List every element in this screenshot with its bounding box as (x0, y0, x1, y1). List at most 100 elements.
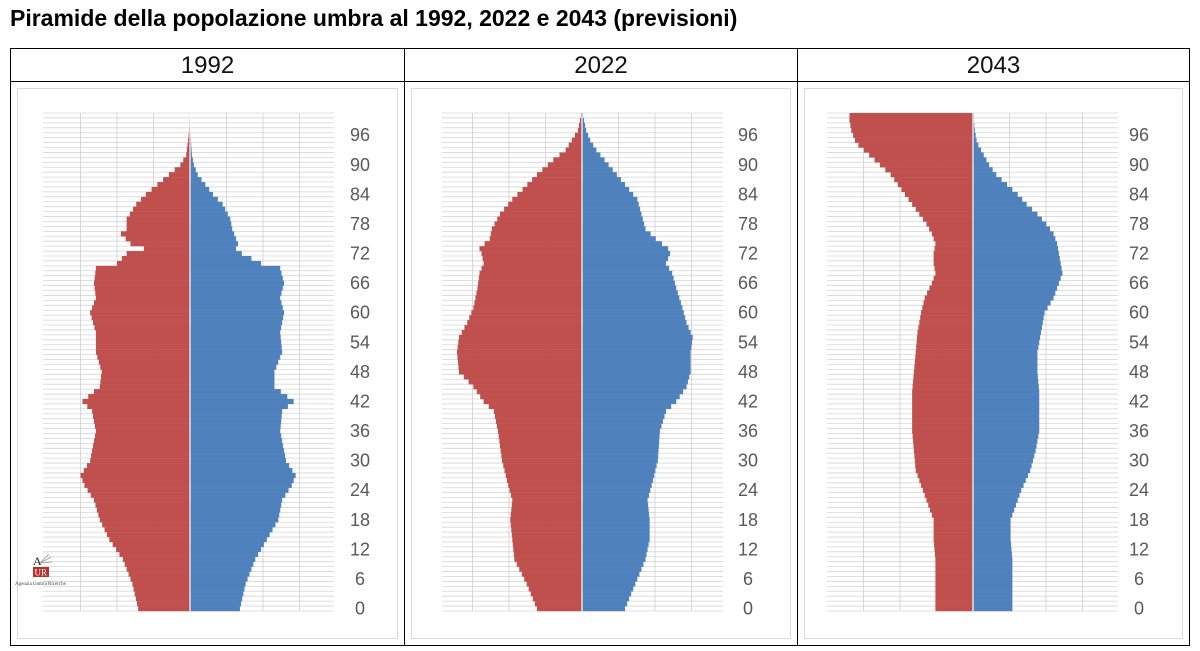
bar-male-age-63 (475, 295, 582, 301)
bar-male-age-99 (849, 117, 973, 124)
bar-female-age-7 (190, 571, 250, 577)
bar-male-age-93 (186, 147, 190, 153)
bar-female-age-64 (190, 290, 282, 296)
bar-female-age-31 (582, 453, 659, 459)
age-tick-label: 18 (1129, 510, 1149, 530)
age-tick-label: 90 (350, 155, 370, 175)
chart-frame-2043: 96 90 84 78 72 66 60 54 48 42 36 30 24 18 12 6 0 (804, 88, 1183, 639)
aur-logo-caption: Agenzia Umbra Ricerche (15, 582, 67, 587)
bar-male-age-35 (498, 433, 582, 439)
bar-male-age-82 (912, 201, 973, 207)
bar-male-age-33 (500, 443, 582, 449)
bar-female-age-30 (190, 458, 286, 464)
bar-male-age-20 (96, 507, 190, 513)
bar-male-age-23 (90, 492, 190, 498)
bar-male-age-22 (94, 497, 190, 503)
bar-male-age-32 (913, 448, 973, 454)
bar-female-age-25 (190, 482, 292, 488)
age-tick-label: 36 (738, 421, 758, 441)
bar-female-age-48 (973, 369, 1038, 375)
bar-female-age-56 (582, 329, 691, 336)
bar-female-age-24 (190, 487, 289, 493)
bar-male-age-29 (503, 463, 582, 469)
bar-male-age-74 (935, 241, 973, 247)
bar-male-age-3 (935, 591, 973, 597)
bar-female-age-8 (582, 566, 642, 572)
bar-male-age-68 (479, 270, 582, 276)
bar-female-age-55 (190, 334, 281, 341)
bar-female-age-40 (582, 408, 667, 414)
bar-female-age-36 (582, 428, 660, 434)
bar-female-age-83 (973, 196, 1023, 202)
bar-male-age-49 (914, 364, 973, 370)
bar-male-age-30 (90, 458, 190, 464)
bar-male-age-76 (120, 231, 190, 237)
bar-female-age-14 (582, 537, 650, 543)
bar-female-age-33 (973, 443, 1037, 449)
bar-female-age-72 (973, 251, 1059, 257)
bar-female-age-47 (973, 374, 1038, 380)
bar-male-age-25 (84, 482, 190, 488)
bar-male-age-71 (121, 255, 190, 262)
bar-female-age-82 (582, 201, 639, 207)
bar-female-age-5 (973, 581, 1013, 587)
bar-female-age-87 (582, 177, 621, 183)
bar-male-age-54 (916, 339, 973, 345)
bar-female-age-99 (582, 117, 585, 124)
bar-male-age-20 (930, 507, 973, 513)
bar-female-age-72 (582, 251, 671, 257)
bar-male-age-77 (491, 226, 582, 232)
bar-male-age-7 (935, 571, 973, 577)
bar-male-age-47 (101, 374, 190, 380)
bar-male-age-47 (463, 374, 582, 380)
bar-female-age-92 (973, 152, 984, 158)
bar-male-age-31 (914, 453, 973, 459)
aur-logo: A UR Agenzia Umbra Ricerche (15, 553, 67, 587)
bar-female-age-67 (582, 275, 674, 281)
bar-female-age-0 (190, 606, 240, 612)
bar-female-age-53 (190, 344, 282, 350)
bar-male-age-0 (536, 606, 582, 612)
bar-male-age-25 (921, 482, 973, 488)
bar-male-age-57 (464, 325, 582, 331)
bar-female-age-56 (973, 329, 1042, 336)
bar-male-age-42 (912, 398, 973, 405)
bar-male-age-26 (82, 477, 190, 483)
bar-male-age-52 (915, 349, 973, 355)
bar-female-age-68 (582, 270, 673, 276)
bar-female-age-65 (973, 285, 1058, 291)
bar-female-age-49 (973, 364, 1038, 370)
bar-female-age-70 (190, 260, 262, 267)
bar-female-age-84 (190, 191, 214, 198)
bar-female-age-14 (190, 537, 267, 543)
bar-female-age-51 (190, 354, 281, 360)
bar-female-age-54 (190, 339, 282, 345)
age-tick-label: 66 (350, 273, 370, 293)
bar-male-age-15 (511, 532, 582, 538)
bar-female-age-37 (190, 423, 281, 429)
bar-female-age-57 (190, 325, 282, 331)
bar-female-age-64 (973, 290, 1056, 296)
bar-female-age-24 (973, 487, 1022, 493)
bar-female-age-21 (973, 502, 1016, 508)
bar-male-age-98 (850, 122, 973, 128)
bar-male-age-9 (124, 561, 190, 567)
bar-female-age-62 (190, 300, 282, 306)
bar-male-age-64 (476, 290, 582, 296)
bar-male-age-61 (92, 305, 190, 311)
bar-female-age-89 (973, 167, 993, 173)
bar-female-age-13 (582, 541, 649, 548)
bar-male-age-85 (522, 186, 582, 193)
age-tick-label: 0 (1134, 599, 1144, 619)
bar-female-age-13 (973, 541, 1012, 548)
bar-female-age-17 (973, 522, 1011, 528)
aur-logo-mark: A UR Agenzia Umbra Ricerche (15, 553, 67, 587)
bar-female-age-82 (973, 201, 1027, 207)
bar-male-age-61 (922, 305, 973, 311)
bar-female-age-80 (190, 211, 228, 217)
bar-female-age-64 (582, 290, 678, 296)
bar-male-age-67 (94, 275, 190, 281)
bar-male-age-48 (913, 369, 973, 375)
bar-male-age-78 (926, 221, 973, 227)
bar-female-age-16 (190, 527, 273, 533)
